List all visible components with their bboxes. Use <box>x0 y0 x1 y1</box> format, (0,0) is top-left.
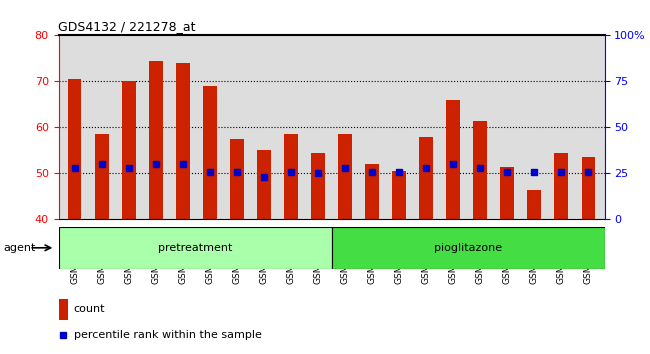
FancyBboxPatch shape <box>58 227 332 269</box>
Bar <box>338 134 352 219</box>
Text: count: count <box>74 304 105 314</box>
Bar <box>203 86 216 219</box>
Text: agent: agent <box>3 243 36 253</box>
Bar <box>176 63 190 219</box>
Bar <box>257 150 270 219</box>
Text: GDS4132 / 221278_at: GDS4132 / 221278_at <box>58 20 196 33</box>
Bar <box>68 79 81 219</box>
Bar <box>58 299 68 320</box>
Bar <box>311 153 325 219</box>
Bar <box>284 134 298 219</box>
Text: pioglitazone: pioglitazone <box>434 243 502 253</box>
Bar <box>554 153 568 219</box>
Bar <box>230 139 244 219</box>
Bar <box>365 164 379 219</box>
Text: pretreatment: pretreatment <box>158 243 232 253</box>
Bar <box>393 171 406 219</box>
Bar <box>473 120 487 219</box>
Bar <box>447 100 460 219</box>
Bar <box>500 166 514 219</box>
Bar <box>582 157 595 219</box>
Bar <box>95 134 109 219</box>
Bar <box>419 137 433 219</box>
Bar <box>122 81 136 219</box>
Bar <box>149 61 162 219</box>
Bar <box>527 189 541 219</box>
Text: percentile rank within the sample: percentile rank within the sample <box>74 330 262 340</box>
FancyBboxPatch shape <box>332 227 604 269</box>
